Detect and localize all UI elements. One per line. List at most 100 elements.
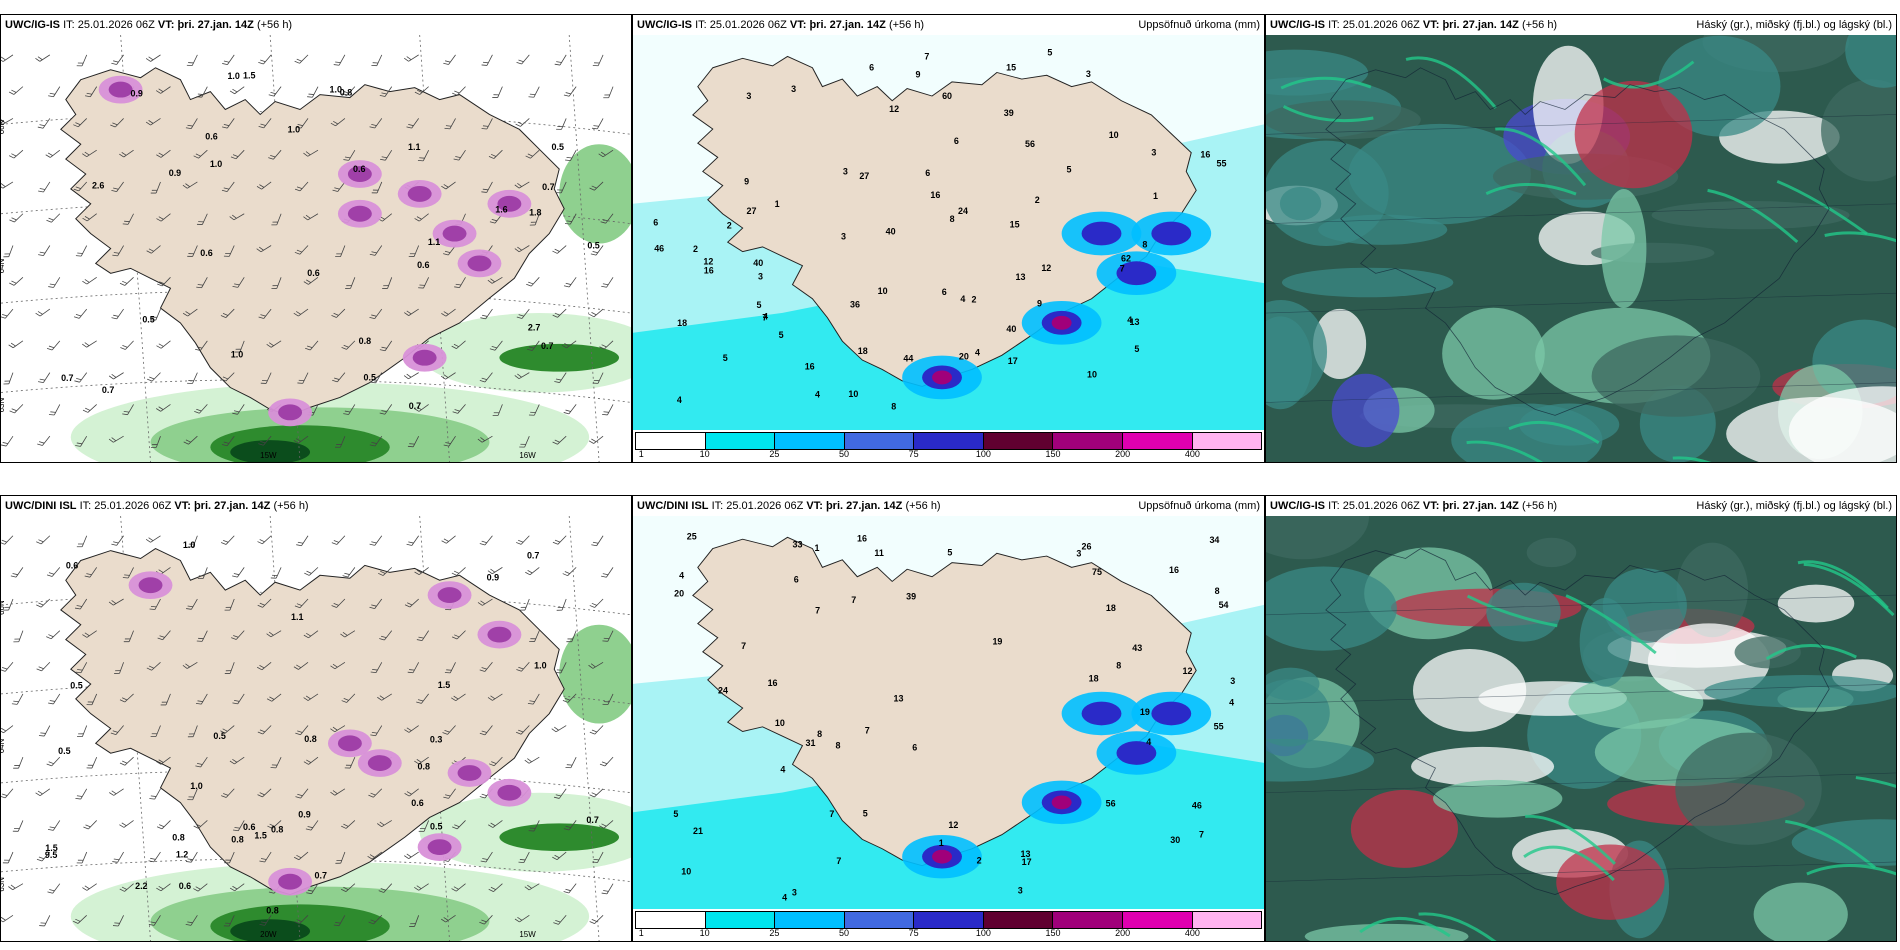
precip-value-label: 13 [893,694,903,704]
precip-value-label: 3 [1076,549,1081,559]
snow-value-label: 0.9 [298,809,310,819]
precip-value-label: 6 [869,62,874,72]
precip-value-label: 10 [1109,130,1119,140]
snow-value-label: 0.6 [200,248,212,258]
snow-value-label: 0.6 [307,268,319,278]
snow-value-label: 0.3 [430,734,442,744]
model-name: UWC/DINI ISL [5,500,77,512]
legend-swatch [914,912,984,928]
legend-tick-label: 10 [699,449,710,459]
precip-value-label: 10 [1087,370,1097,380]
snow-value-label: 1.0 [210,159,222,169]
snow-value-label: 0.8 [359,336,371,346]
valid-time: þri. 27.jan. 14Z [1442,500,1519,512]
snow-value-label: 0.8 [304,734,316,744]
model-name: UWC/DINI ISL [637,500,709,512]
snow-value-label: 0.7 [315,871,327,881]
valid-label: VT: [806,500,823,512]
snow-value-label: 1.0 [288,125,300,135]
snow-value-label: 0.7 [61,373,73,383]
precip-value-label: 21 [693,826,703,836]
precip-value-label: 4 [782,893,787,903]
map-area[interactable]: 5 3 3 10 4 1 3 4 3 5 2 7 9 8 8 6 5 6 7 10 17 9 12 24 16 18 12 15 6 12… [633,35,1264,430]
precip-value-label: 40 [886,227,896,237]
snow-value-label: 1.6 [495,204,507,214]
precip-value-label: 6 [942,287,947,297]
precip-value-label: 34 [1209,535,1219,545]
snow-value-label: 0.7 [527,551,539,561]
map-area[interactable]: 0.3 1.2 0.8 1.5 0.5 0.5 1.5 1.0 0.7 0.6 0.6 1.1 0.5 1… [1,516,631,941]
precip-value-label: 1 [1153,191,1158,201]
precip-value-label: 6 [954,136,959,146]
precip-value-label: 31 [806,738,816,748]
precip-value-label: 5 [673,809,678,819]
snow-value-label: 1.0 [330,85,342,95]
lat-label: 66N [1,120,6,135]
precip-value-label: 9 [1037,299,1042,309]
legend-tick-label: 10 [699,928,710,938]
precip-value-label: 1 [814,543,819,553]
snow-value-label: 0.8 [418,761,430,771]
legend-tick-label: 400 [1184,449,1200,459]
valid-time: þri. 27.jan. 14Z [825,500,903,512]
precip-value-label: 62 [1121,253,1131,263]
lead-time: (+56 h) [888,19,925,31]
snow-value-label: 1.2 [176,849,188,859]
snow-value-label: 0.8 [172,833,184,843]
map-area[interactable]: 0.5 0.9 0.5 1.0 0.5 0.7 0.7 1.5 0.9 0.6 0.5 1.0 0.7 0… [1,35,631,462]
snow-value-label: 0.6 [66,561,78,571]
valid-label: VT: [789,19,807,31]
precip-value-label: 7 [851,595,856,605]
panel-header: UWC/IG-IS IT: 25.01.2026 06Z VT: þri. 27… [633,15,1264,35]
precip-value-label: 4 [975,347,980,357]
precip-value-label: 55 [1214,721,1224,731]
legend-swatch [1053,912,1123,928]
legend-tick-label: 50 [838,449,850,459]
map-area[interactable] [1266,35,1896,462]
legend-tick-label: 1 [638,928,644,938]
model-name: UWC/IG-IS [1270,19,1325,31]
lead-time: (+56 h) [1521,500,1558,512]
panel-header: UWC/IG-IS IT: 25.01.2026 06Z VT: þri. 27… [1266,496,1896,516]
legend-tick-label: 150 [1045,928,1061,938]
precip-value-label: 20 [674,589,684,599]
precip-value-label: 39 [1004,108,1014,118]
init-time: 25.01.2026 06Z [94,500,172,512]
precip-value-label: 10 [878,286,888,296]
precip-value-label: 8 [1142,239,1147,249]
precip-value-label: 2 [693,244,698,254]
precip-value-label: 7 [829,809,834,819]
panel-title: Háský (gr.), miðský (fj.bl.) og lágský (… [1696,500,1892,512]
valid-label: VT: [1422,500,1440,512]
legend-tick-label: 1 [638,449,644,459]
model-name: UWC/IG-IS [1270,500,1325,512]
snow-value-label: 1.0 [183,540,195,550]
init-time: 25.01.2026 06Z [1342,500,1420,512]
precip-value-label: 4 [763,312,768,322]
snow-value-label: 1.5 [254,831,266,841]
snow-value-label: 0.5 [552,142,564,152]
snow-value-label: 0.5 [213,731,225,741]
snow-value-label: 0.8 [271,825,283,835]
lon-label: 16W [519,451,536,460]
map-area[interactable]: 4 3 3 3 4 1 2 1 10 12 10 8 7 5 5 4 4 5 16 17 33 13 13 39 43 75 55 5… [633,516,1264,909]
map-panel-p5: UWC/DINI ISL IT: 25.01.2026 06Z VT: þri.… [632,495,1265,942]
map-area[interactable] [1266,516,1896,941]
precip-value-label: 36 [850,299,860,309]
lat-label: 64N [1,738,6,753]
precip-value-label: 2 [1035,195,1040,205]
snow-value-label: 0.8 [231,834,243,844]
legend-swatch [1122,433,1193,449]
precip-value-label: 5 [779,330,784,340]
snow-value-label: 1.0 [231,350,243,360]
precip-value-label: 46 [1192,801,1202,811]
precip-value-label: 13 [1015,272,1025,282]
precip-value-label: 8 [891,401,896,411]
precip-value-label: 5 [723,353,728,363]
legend-tick-label: 100 [975,928,991,938]
precip-value-label: 3 [1230,676,1235,686]
precip-value-label: 16 [1200,150,1210,160]
legend-swatch [844,433,915,449]
init-label: IT: [695,19,707,31]
precip-value-label: 19 [992,636,1002,646]
